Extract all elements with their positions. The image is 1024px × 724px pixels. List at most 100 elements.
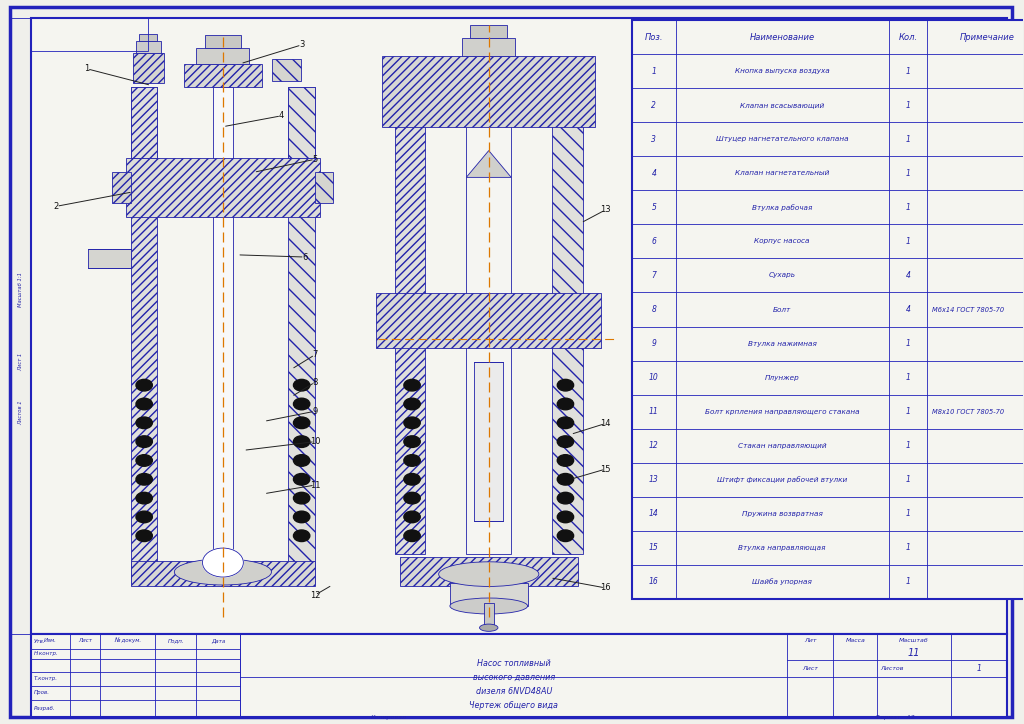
Text: 11: 11 [908, 648, 921, 658]
Bar [315, 172, 334, 203]
Circle shape [557, 455, 573, 466]
Bar [113, 172, 131, 203]
Bar [131, 87, 158, 158]
Circle shape [403, 436, 420, 447]
Circle shape [403, 398, 420, 410]
Text: 9: 9 [651, 339, 656, 348]
Text: 1: 1 [905, 475, 910, 484]
Text: 1: 1 [905, 67, 910, 76]
Text: № докум.: № докум. [115, 638, 141, 643]
Text: Штуцер нагнетательного клапана: Штуцер нагнетательного клапана [716, 136, 849, 143]
Text: Клапан всасывающий: Клапан всасывающий [740, 102, 824, 109]
Circle shape [136, 492, 153, 504]
Text: Масштаб 1:1: Масштаб 1:1 [18, 272, 23, 307]
Bar [10, 18, 31, 634]
Text: М8х10 ГОСТ 7805-70: М8х10 ГОСТ 7805-70 [932, 408, 1004, 415]
Bar [241, 634, 787, 717]
Bar [399, 557, 578, 586]
Bar [466, 87, 511, 554]
Bar [31, 634, 1008, 717]
Circle shape [557, 473, 573, 485]
Bar [126, 158, 321, 217]
Text: Копировал: Копировал [371, 715, 407, 720]
Text: 16: 16 [649, 577, 658, 586]
Text: 13: 13 [600, 206, 610, 214]
Text: 8: 8 [651, 305, 656, 314]
Bar [394, 87, 425, 554]
Text: Кол.: Кол. [898, 33, 918, 42]
Text: Лист: Лист [78, 638, 92, 643]
Text: 15: 15 [600, 465, 610, 473]
Text: 4: 4 [651, 169, 656, 178]
Text: 14: 14 [649, 509, 658, 518]
Text: 15: 15 [649, 543, 658, 552]
Text: 11: 11 [309, 481, 321, 489]
Text: 12: 12 [649, 441, 658, 450]
Text: Сухарь: Сухарь [769, 272, 796, 279]
Text: 3: 3 [651, 135, 656, 144]
Circle shape [557, 436, 573, 447]
Text: 11: 11 [649, 407, 658, 416]
Text: 6: 6 [302, 253, 307, 261]
Text: Пружина возвратная: Пружина возвратная [741, 510, 822, 517]
Text: 5: 5 [651, 203, 656, 212]
Circle shape [294, 473, 310, 485]
Text: 1: 1 [651, 67, 656, 76]
Text: 1: 1 [905, 407, 910, 416]
Text: Стакан направляющий: Стакан направляющий [738, 442, 826, 449]
Circle shape [557, 511, 573, 523]
Bar [272, 59, 301, 81]
Circle shape [294, 511, 310, 523]
Text: 1: 1 [905, 543, 910, 552]
Bar [131, 87, 158, 583]
Text: 1: 1 [905, 509, 910, 518]
Ellipse shape [174, 559, 271, 585]
Text: 1: 1 [905, 441, 910, 450]
Bar [462, 38, 515, 56]
Text: 1: 1 [905, 203, 910, 212]
Text: Втулка рабочая: Втулка рабочая [752, 204, 812, 211]
Polygon shape [466, 151, 511, 177]
Circle shape [557, 530, 573, 542]
Text: 1: 1 [905, 339, 910, 348]
Bar [552, 87, 583, 554]
Text: Разраб.: Разраб. [34, 706, 55, 711]
Bar [197, 48, 250, 64]
Circle shape [403, 511, 420, 523]
Text: Болт: Болт [773, 306, 792, 313]
Circle shape [557, 417, 573, 429]
Circle shape [136, 417, 153, 429]
Bar [289, 87, 315, 583]
Bar [136, 41, 161, 53]
Circle shape [294, 398, 310, 410]
Text: Утв.: Утв. [34, 639, 45, 644]
Ellipse shape [479, 624, 498, 631]
Circle shape [136, 473, 153, 485]
Bar [632, 20, 1024, 599]
Text: 2: 2 [53, 202, 58, 211]
Text: 6: 6 [651, 237, 656, 246]
Circle shape [557, 398, 573, 410]
Text: 1: 1 [84, 64, 89, 73]
Bar [205, 35, 242, 48]
Circle shape [403, 530, 420, 542]
Bar [131, 561, 315, 586]
Text: Формат   А2: Формат А2 [874, 715, 914, 720]
Text: Дата: Дата [211, 638, 225, 643]
Circle shape [136, 436, 153, 447]
Bar [450, 583, 527, 606]
Bar [382, 56, 595, 127]
Text: 12: 12 [309, 591, 321, 599]
Circle shape [136, 398, 153, 410]
Bar [483, 603, 494, 628]
Text: 4: 4 [905, 271, 910, 280]
Bar [31, 18, 148, 51]
Text: Пров.: Пров. [34, 691, 50, 695]
Text: 7: 7 [312, 350, 317, 359]
Bar [184, 64, 262, 87]
Text: Лит: Лит [804, 638, 816, 643]
Text: Поз.: Поз. [645, 33, 664, 42]
Text: Штифт фиксации рабочей втулки: Штифт фиксации рабочей втулки [717, 476, 847, 483]
Text: Болт крпления направляющего стакана: Болт крпления направляющего стакана [705, 408, 859, 415]
Circle shape [136, 455, 153, 466]
